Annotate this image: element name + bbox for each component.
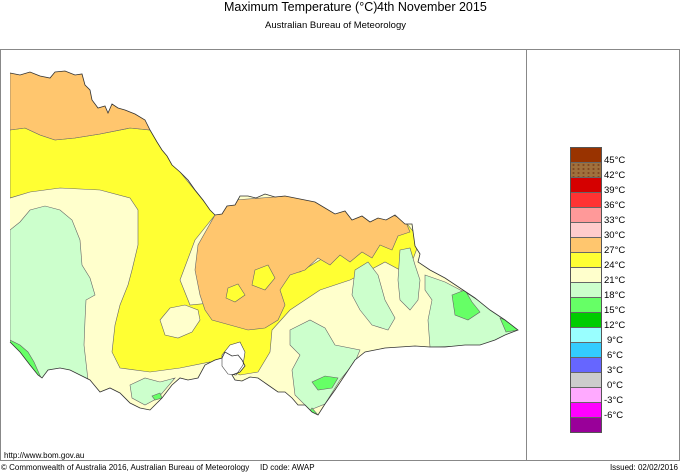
- legend-label: 27°C: [604, 245, 626, 256]
- legend-band-27: [571, 238, 601, 253]
- legend-label: 18°C: [604, 290, 626, 301]
- legend-band-24: [571, 253, 601, 268]
- legend-divider: [526, 49, 527, 460]
- map-date: 4th November 2015: [377, 0, 487, 14]
- victoria-temperature-map: [9, 70, 519, 416]
- legend-band-33: [571, 208, 601, 223]
- legend-label: 21°C: [604, 275, 626, 286]
- legend-label: 36°C: [604, 200, 626, 211]
- legend-label: 24°C: [604, 260, 626, 271]
- temperature-legend: [570, 147, 602, 433]
- legend-band-42: [571, 163, 601, 178]
- legend-label: -3°C: [604, 395, 624, 406]
- legend-label: 0°C: [607, 380, 623, 391]
- map-subtitle: Australian Bureau of Meteorology: [265, 20, 406, 31]
- legend-band-m3: [571, 388, 601, 403]
- legend-band-30: [571, 223, 601, 238]
- legend-label: 45°C: [604, 155, 626, 166]
- issued-date: Issued: 02/02/2016: [609, 463, 678, 472]
- legend-band-9: [571, 328, 601, 343]
- legend-label: 3°C: [607, 365, 623, 376]
- legend-band-45: [571, 148, 601, 163]
- legend-band-3: [571, 358, 601, 373]
- legend-band-36: [571, 193, 601, 208]
- legend-band-0: [571, 373, 601, 388]
- legend-label: -6°C: [604, 410, 624, 421]
- chart-header: Maximum Temperature (°C) 4th November 20…: [0, 0, 680, 31]
- legend-label: 12°C: [604, 320, 626, 331]
- legend-band-18: [571, 283, 601, 298]
- legend-band-12: [571, 313, 601, 328]
- legend-label: 6°C: [607, 350, 623, 361]
- legend-label: 9°C: [607, 335, 623, 346]
- id-code: ID code: AWAP: [260, 463, 315, 472]
- bom-url: http://www.bom.gov.au: [4, 451, 85, 460]
- legend-label: 42°C: [604, 170, 626, 181]
- legend-label: 39°C: [604, 185, 626, 196]
- legend-band-m9: [571, 418, 601, 432]
- legend-band-15: [571, 298, 601, 313]
- legend-band-39: [571, 178, 601, 193]
- legend-label: 15°C: [604, 305, 626, 316]
- copyright-text: © Commonwealth of Australia 2016, Austra…: [1, 463, 250, 472]
- legend-label: 33°C: [604, 215, 626, 226]
- legend-band-21: [571, 268, 601, 283]
- legend-band-6: [571, 343, 601, 358]
- map-title: Maximum Temperature (°C): [224, 0, 378, 14]
- legend-band-m6: [571, 403, 601, 418]
- legend-label: 30°C: [604, 230, 626, 241]
